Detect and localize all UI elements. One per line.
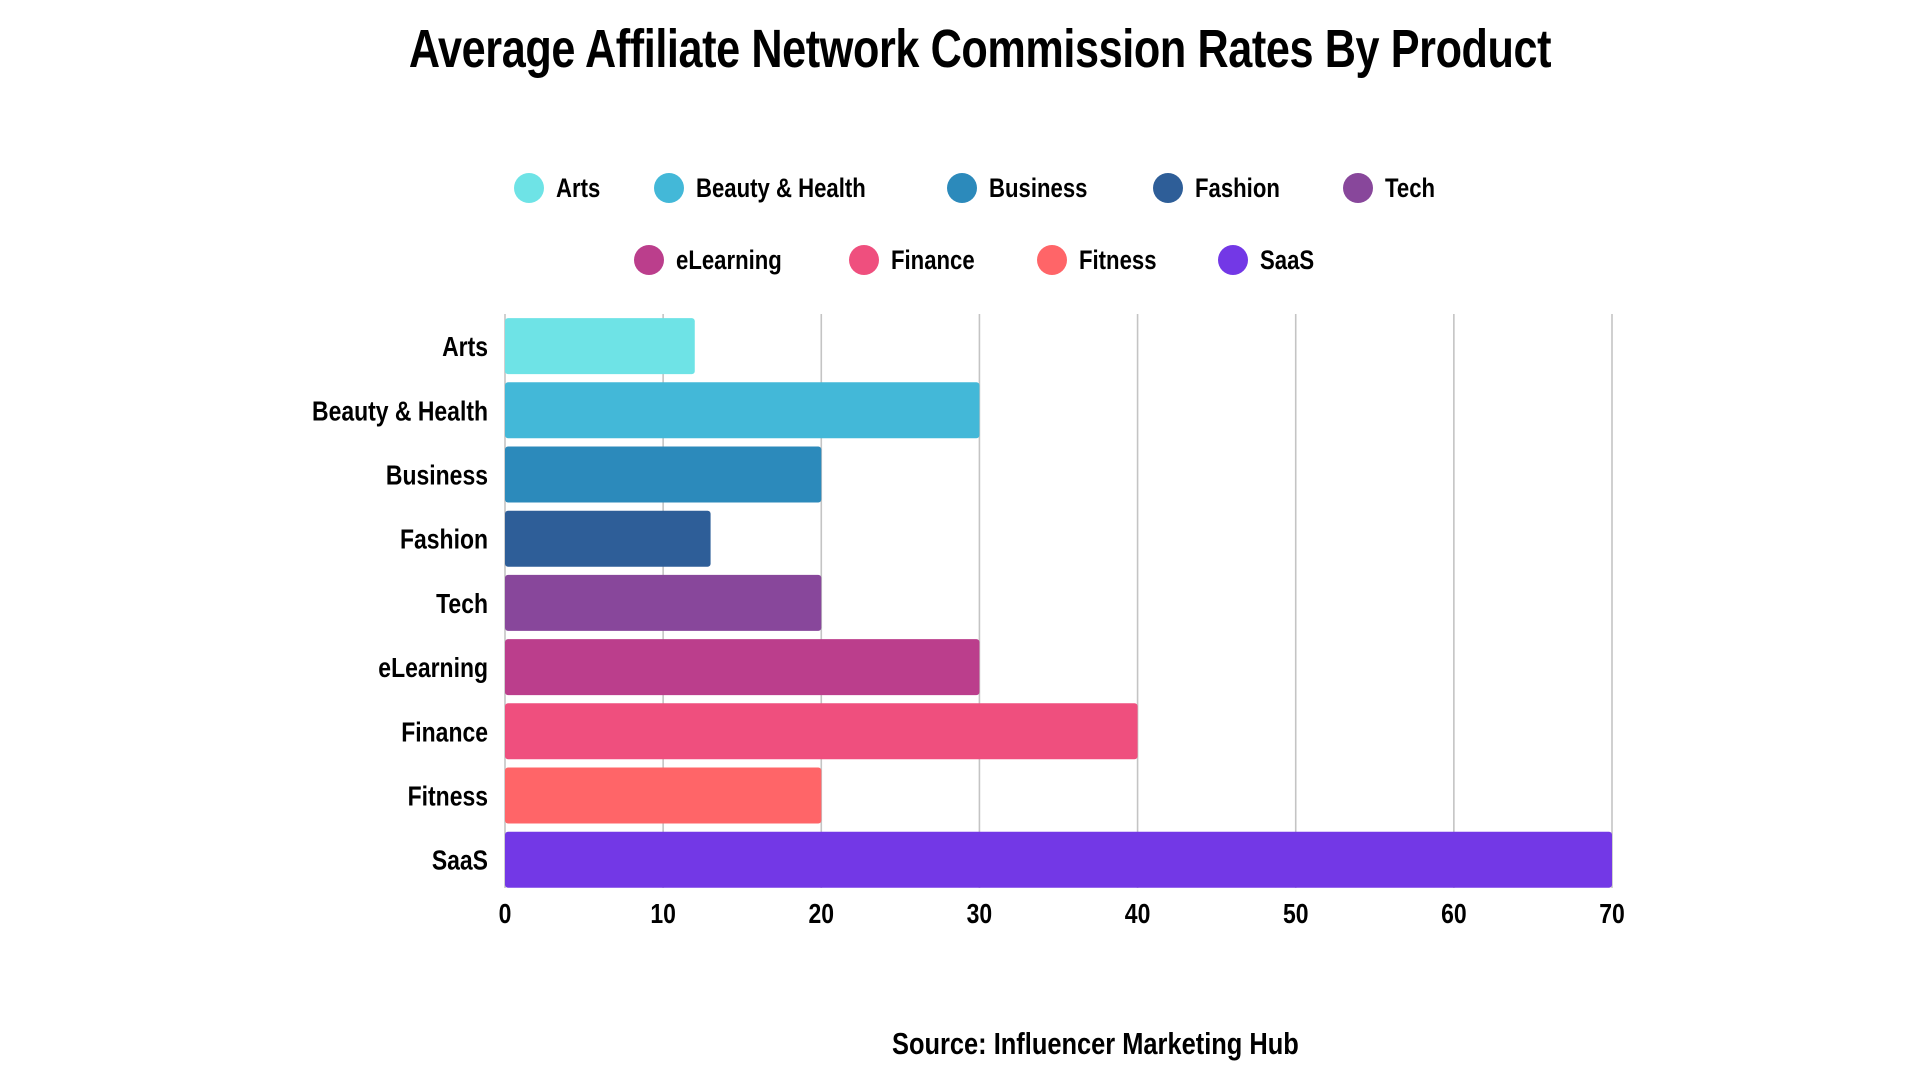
x-tick-label: 50: [1283, 899, 1309, 930]
legend-swatch: [1153, 173, 1184, 203]
y-tick-label: eLearning: [378, 653, 488, 684]
x-tick-label: 20: [809, 899, 835, 930]
bar: [505, 703, 1138, 760]
legend-item: Finance: [849, 245, 993, 276]
legend-item: Fashion: [1153, 173, 1299, 204]
bar: [505, 831, 1612, 888]
bar: [505, 318, 695, 375]
legend-row: Arts Beauty & Health Business Fashion Tech: [492, 152, 1468, 224]
legend-label: Beauty & Health: [696, 172, 866, 203]
legend-swatch: [634, 245, 665, 275]
x-tick-label: 70: [1599, 899, 1625, 930]
legend-swatch: [849, 245, 880, 275]
chart-plot: Arts Beauty & Health Business Fashion Tech eL…: [312, 314, 1625, 930]
bar: [505, 446, 822, 503]
y-tick-label: Finance: [401, 717, 488, 748]
y-tick-label: Fitness: [408, 781, 488, 812]
legend-label: SaaS: [1259, 244, 1314, 275]
legend-label: Business: [989, 172, 1088, 203]
legend-item: Beauty & Health: [654, 173, 903, 204]
x-tick-label: 60: [1441, 899, 1467, 930]
y-tick-label: Business: [386, 460, 488, 491]
x-tick-label: 10: [650, 899, 676, 930]
bar: [505, 510, 711, 567]
y-tick-label: SaaS: [432, 846, 488, 877]
legend-swatch: [654, 173, 685, 203]
legend-label: Arts: [556, 172, 601, 203]
legend-label: eLearning: [676, 244, 782, 275]
legend-item: eLearning: [634, 245, 805, 276]
y-tick-label: Tech: [436, 589, 488, 620]
legend-swatch: [514, 173, 545, 203]
bar: [505, 574, 822, 631]
chart-legend: Arts Beauty & Health Business Fashion Tech e…: [0, 152, 1920, 296]
chart-title: Average Affiliate Network Commission Rat…: [408, 19, 1552, 79]
legend-swatch: [1037, 245, 1068, 275]
legend-item: SaaS: [1217, 244, 1326, 276]
legend-swatch: [947, 173, 978, 203]
legend-item: Fitness: [1037, 245, 1174, 276]
legend-item: Arts: [514, 173, 610, 204]
y-axis-labels: Arts Beauty & Health Business Fashion Tech eL…: [312, 332, 488, 876]
legend-label: Tech: [1384, 172, 1435, 203]
legend-label: Fitness: [1079, 244, 1157, 275]
y-tick-label: Beauty & Health: [312, 396, 488, 427]
x-tick-label: 40: [1125, 899, 1151, 930]
legend-label: Finance: [891, 244, 975, 275]
x-axis-labels: 0 10 20 30 40 50 60 70: [499, 899, 1625, 930]
y-tick-label: Fashion: [400, 525, 488, 556]
bars: [505, 318, 1612, 888]
legend-label: Fashion: [1195, 172, 1281, 203]
legend-row: eLearning Finance Fitness SaaS: [612, 224, 1348, 296]
bar: [505, 767, 822, 824]
x-tick-label: 30: [967, 899, 993, 930]
legend-swatch: [1217, 245, 1248, 275]
source-note: Source: Influencer Marketing Hub: [892, 1026, 1299, 1061]
x-tick-label: 0: [499, 899, 512, 930]
legend-swatch: [1342, 173, 1373, 203]
legend-item: Business: [947, 173, 1109, 204]
bar: [505, 639, 980, 696]
y-tick-label: Arts: [442, 332, 488, 363]
legend-item: Tech: [1342, 172, 1446, 204]
bar: [505, 382, 980, 439]
